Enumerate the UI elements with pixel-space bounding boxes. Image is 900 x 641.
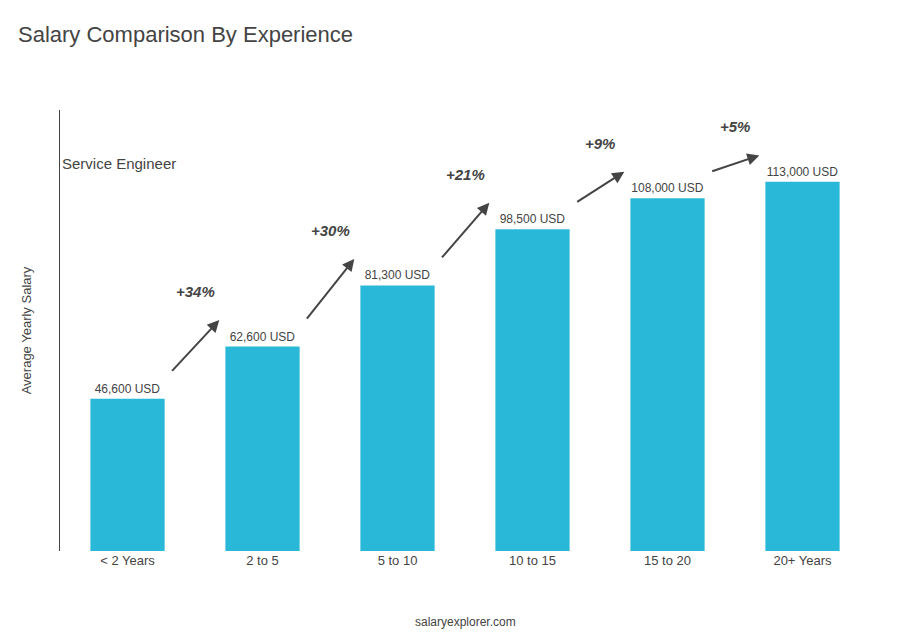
svg-text:81,300 USD: 81,300 USD bbox=[365, 268, 431, 282]
svg-text:15 to 20: 15 to 20 bbox=[644, 553, 691, 568]
svg-text:98,500 USD: 98,500 USD bbox=[500, 212, 566, 226]
svg-text:salaryexplorer.com: salaryexplorer.com bbox=[415, 615, 516, 629]
svg-text:20+ Years: 20+ Years bbox=[773, 553, 832, 568]
svg-text:+5%: +5% bbox=[720, 118, 750, 135]
svg-text:< 2 Years: < 2 Years bbox=[100, 553, 155, 568]
svg-text:Salary Comparison By Experienc: Salary Comparison By Experience bbox=[18, 22, 353, 47]
svg-text:108,000 USD: 108,000 USD bbox=[631, 181, 703, 195]
svg-text:10 to 15: 10 to 15 bbox=[509, 553, 556, 568]
svg-text:113,000 USD: 113,000 USD bbox=[767, 165, 838, 179]
svg-text:Service Engineer: Service Engineer bbox=[62, 155, 176, 172]
svg-text:5 to 10: 5 to 10 bbox=[378, 553, 418, 568]
svg-text:62,600 USD: 62,600 USD bbox=[230, 330, 296, 344]
svg-text:+30%: +30% bbox=[311, 222, 350, 239]
svg-text:+21%: +21% bbox=[446, 166, 485, 183]
svg-text:2 to 5: 2 to 5 bbox=[246, 553, 279, 568]
svg-text:Average Yearly Salary: Average Yearly Salary bbox=[19, 266, 34, 394]
svg-text:46,600 USD: 46,600 USD bbox=[95, 382, 161, 396]
svg-text:+34%: +34% bbox=[176, 283, 215, 300]
svg-text:+9%: +9% bbox=[585, 135, 615, 152]
